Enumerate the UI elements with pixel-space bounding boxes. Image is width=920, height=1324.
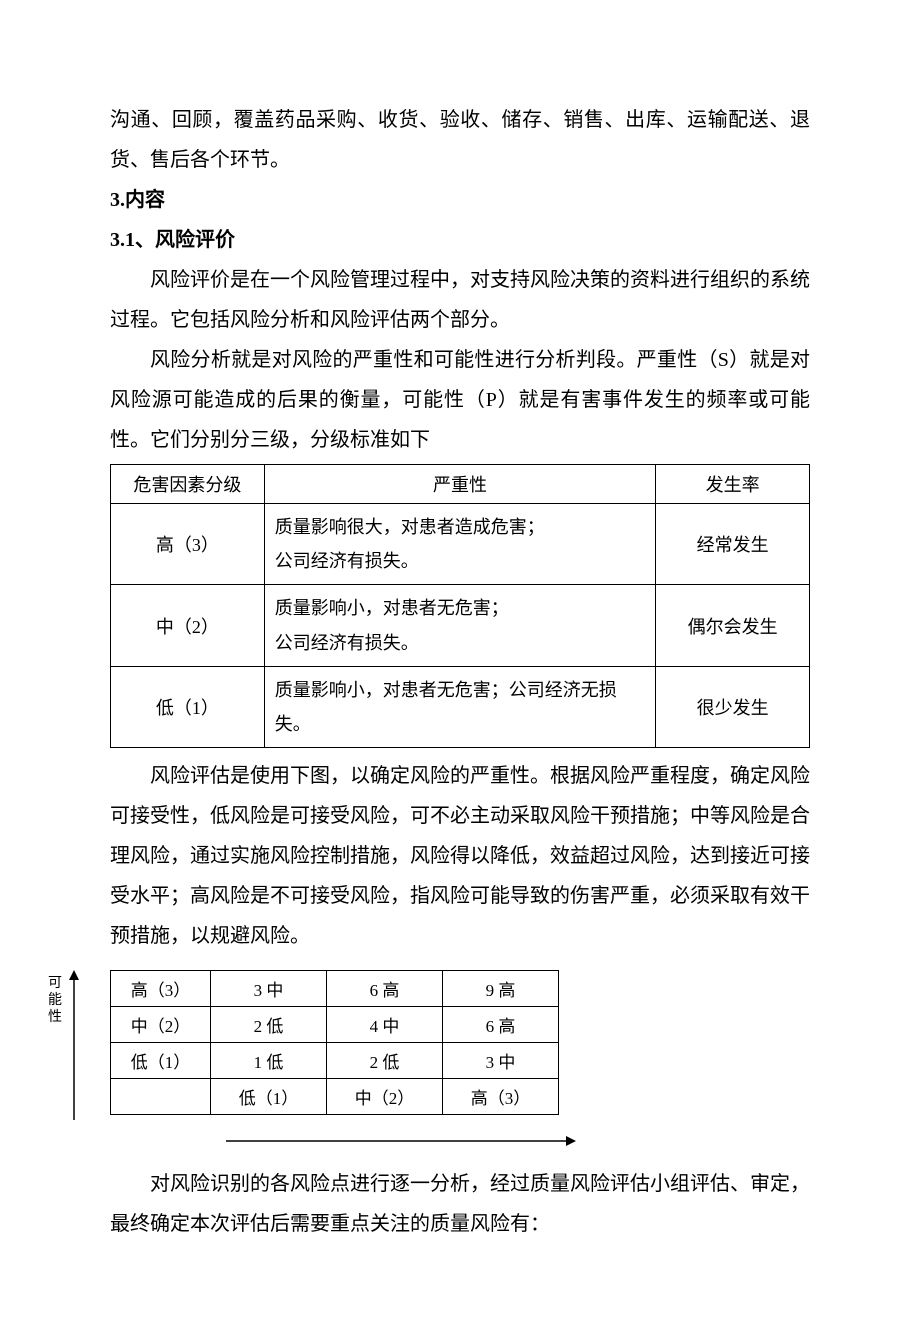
matrix-cell: 1 低 bbox=[211, 1043, 327, 1079]
intro-paragraph: 沟通、回顾，覆盖药品采购、收货、验收、储存、销售、出库、运输配送、退货、售后各个… bbox=[110, 100, 810, 180]
matrix-cell: 6 高 bbox=[327, 971, 443, 1007]
matrix-cell: 3 中 bbox=[211, 971, 327, 1007]
hazard-grading-table: 危害因素分级 严重性 发生率 高（3） 质量影响很大，对患者造成危害； 公司经济… bbox=[110, 464, 810, 748]
matrix-row: 高（3） 3 中 6 高 9 高 bbox=[111, 971, 559, 1007]
cell-rate: 偶尔会发生 bbox=[656, 585, 810, 666]
paragraph-eval: 风险评估是使用下图，以确定风险的严重性。根据风险严重程度，确定风险可接受性，低风… bbox=[110, 756, 810, 956]
matrix-x-level-row: 低（1） 中（2） 高（3） bbox=[111, 1079, 559, 1115]
cell-severity: 质量影响很大，对患者造成危害； 公司经济有损失。 bbox=[264, 504, 655, 585]
matrix-x-level: 中（2） bbox=[327, 1079, 443, 1115]
matrix-y-level: 高（3） bbox=[111, 971, 211, 1007]
matrix-y-level: 低（1） bbox=[111, 1043, 211, 1079]
heading-3: 3.内容 bbox=[110, 180, 810, 220]
paragraph-after-matrix: 对风险识别的各风险点进行逐一分析，经过质量风险评估小组评估、审定，最终确定本次评… bbox=[110, 1164, 810, 1244]
cell-severity: 质量影响小，对患者无危害； 公司经济有损失。 bbox=[264, 585, 655, 666]
col-header-rate: 发生率 bbox=[656, 465, 810, 504]
risk-matrix-table: 高（3） 3 中 6 高 9 高 中（2） 2 低 4 中 6 高 低（1） 1… bbox=[110, 970, 559, 1115]
y-axis-label: 可能性 bbox=[48, 976, 62, 1026]
cell-rate: 很少发生 bbox=[656, 666, 810, 747]
table-row: 低（1） 质量影响小，对患者无危害；公司经济无损失。 很少发生 bbox=[111, 666, 810, 747]
x-axis-arrow-icon bbox=[226, 1133, 576, 1149]
matrix-cell: 3 中 bbox=[443, 1043, 559, 1079]
matrix-cell: 2 低 bbox=[327, 1043, 443, 1079]
matrix-row: 中（2） 2 低 4 中 6 高 bbox=[111, 1007, 559, 1043]
matrix-y-level: 中（2） bbox=[111, 1007, 211, 1043]
heading-3-1: 3.1、风险评价 bbox=[110, 220, 810, 260]
matrix-cell: 4 中 bbox=[327, 1007, 443, 1043]
cell-level: 高（3） bbox=[111, 504, 265, 585]
cell-severity: 质量影响小，对患者无危害；公司经济无损失。 bbox=[264, 666, 655, 747]
cell-rate: 经常发生 bbox=[656, 504, 810, 585]
matrix-empty-cell bbox=[111, 1079, 211, 1115]
matrix-x-level: 低（1） bbox=[211, 1079, 327, 1115]
risk-matrix: 可能性 高（3） 3 中 6 高 9 高 中（2） 2 低 4 中 6 高 低（… bbox=[110, 970, 810, 1154]
cell-level: 中（2） bbox=[111, 585, 265, 666]
severity-line: 公司经济有损失。 bbox=[275, 626, 645, 660]
table-header-row: 危害因素分级 严重性 发生率 bbox=[111, 465, 810, 504]
matrix-cell: 2 低 bbox=[211, 1007, 327, 1043]
document-page: 沟通、回顾，覆盖药品采购、收货、验收、储存、销售、出库、运输配送、退货、售后各个… bbox=[0, 0, 920, 1324]
paragraph-31b: 风险分析就是对风险的严重性和可能性进行分析判段。严重性（S）就是对风险源可能造成… bbox=[110, 340, 810, 460]
matrix-cell: 9 高 bbox=[443, 971, 559, 1007]
col-header-level: 危害因素分级 bbox=[111, 465, 265, 504]
table-row: 高（3） 质量影响很大，对患者造成危害； 公司经济有损失。 经常发生 bbox=[111, 504, 810, 585]
severity-line: 质量影响很大，对患者造成危害； bbox=[275, 510, 645, 544]
matrix-cell: 6 高 bbox=[443, 1007, 559, 1043]
matrix-x-level: 高（3） bbox=[443, 1079, 559, 1115]
table-row: 中（2） 质量影响小，对患者无危害； 公司经济有损失。 偶尔会发生 bbox=[111, 585, 810, 666]
y-axis-arrow-icon bbox=[66, 970, 82, 1120]
severity-line: 质量影响小，对患者无危害； bbox=[275, 591, 645, 625]
severity-line: 公司经济有损失。 bbox=[275, 544, 645, 578]
paragraph-31a: 风险评价是在一个风险管理过程中，对支持风险决策的资料进行组织的系统过程。它包括风… bbox=[110, 260, 810, 340]
col-header-severity: 严重性 bbox=[264, 465, 655, 504]
cell-level: 低（1） bbox=[111, 666, 265, 747]
matrix-row: 低（1） 1 低 2 低 3 中 bbox=[111, 1043, 559, 1079]
severity-line: 质量影响小，对患者无危害；公司经济无损失。 bbox=[275, 680, 617, 734]
